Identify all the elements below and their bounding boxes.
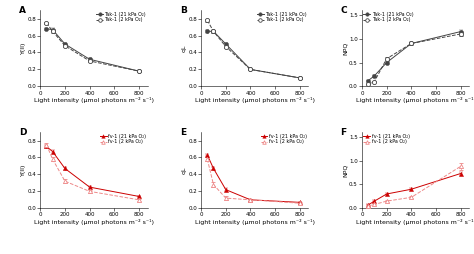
Legend: Tak-1 (21 kPa O₂), Tak-1 (2 kPa O₂): Tak-1 (21 kPa O₂), Tak-1 (2 kPa O₂): [363, 11, 414, 23]
Text: E: E: [180, 128, 186, 136]
Legend: fv-1 (21 kPa O₂), fv-1 (2 kPa O₂): fv-1 (21 kPa O₂), fv-1 (2 kPa O₂): [363, 133, 410, 145]
Y-axis label: qL: qL: [182, 44, 187, 52]
Legend: Tak-1 (21 kPa O₂), Tak-1 (2 kPa O₂): Tak-1 (21 kPa O₂), Tak-1 (2 kPa O₂): [256, 11, 308, 23]
Y-axis label: qL: qL: [182, 166, 187, 174]
X-axis label: Light intensity (μmol photons m⁻² s⁻¹): Light intensity (μmol photons m⁻² s⁻¹): [34, 219, 154, 225]
X-axis label: Light intensity (μmol photons m⁻² s⁻¹): Light intensity (μmol photons m⁻² s⁻¹): [195, 219, 315, 225]
Y-axis label: Y(II): Y(II): [21, 164, 26, 176]
Text: D: D: [19, 128, 27, 136]
Text: A: A: [19, 6, 26, 14]
X-axis label: Light intensity (μmol photons m⁻² s⁻¹): Light intensity (μmol photons m⁻² s⁻¹): [195, 97, 315, 103]
Text: C: C: [340, 6, 347, 14]
Legend: fv-1 (21 kPa O₂), fv-1 (2 kPa O₂): fv-1 (21 kPa O₂), fv-1 (2 kPa O₂): [100, 133, 146, 145]
Y-axis label: NPQ: NPQ: [343, 164, 348, 177]
Y-axis label: NPQ: NPQ: [343, 42, 348, 55]
Text: B: B: [180, 6, 187, 14]
Y-axis label: Y(II): Y(II): [21, 42, 26, 54]
Legend: fv-1 (21 kPa O₂), fv-1 (2 kPa O₂): fv-1 (21 kPa O₂), fv-1 (2 kPa O₂): [260, 133, 308, 145]
Legend: Tak-1 (21 kPa O₂), Tak-1 (2 kPa O₂): Tak-1 (21 kPa O₂), Tak-1 (2 kPa O₂): [96, 11, 146, 23]
Text: F: F: [340, 128, 346, 136]
X-axis label: Light intensity (μmol photons m⁻² s⁻¹): Light intensity (μmol photons m⁻² s⁻¹): [34, 97, 154, 103]
X-axis label: Light intensity (μmol photons m⁻² s⁻¹): Light intensity (μmol photons m⁻² s⁻¹): [356, 97, 474, 103]
X-axis label: Light intensity (μmol photons m⁻² s⁻¹): Light intensity (μmol photons m⁻² s⁻¹): [356, 219, 474, 225]
